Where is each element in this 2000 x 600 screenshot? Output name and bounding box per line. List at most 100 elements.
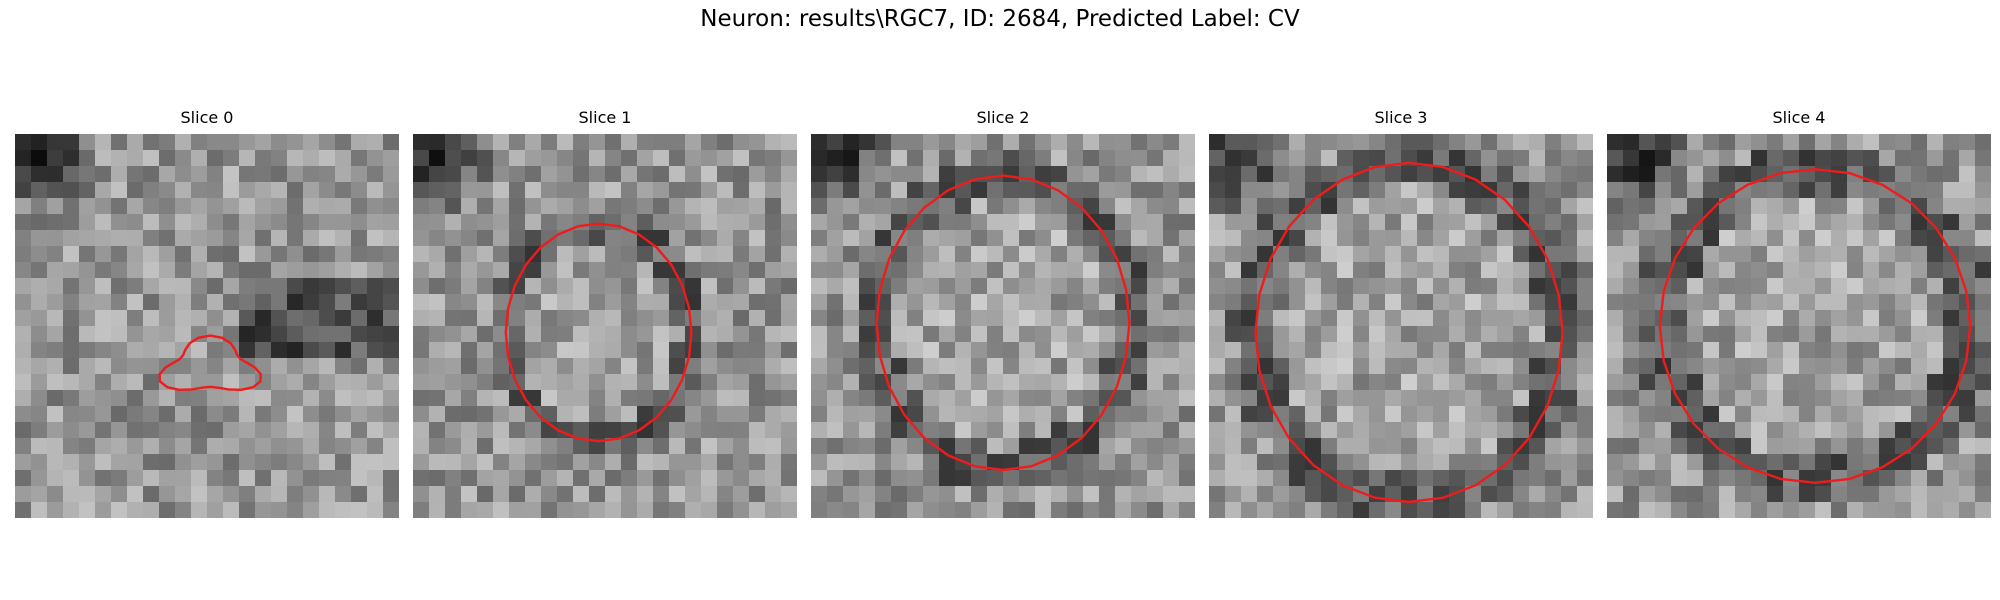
image-pixel xyxy=(1623,166,1640,183)
slice-title: Slice 2 xyxy=(976,108,1030,127)
image-pixel xyxy=(717,294,734,311)
image-pixel xyxy=(31,486,48,503)
image-pixel xyxy=(637,502,654,518)
image-pixel xyxy=(733,422,750,439)
image-pixel xyxy=(15,134,32,151)
image-pixel xyxy=(1385,294,1402,311)
image-pixel xyxy=(733,454,750,471)
image-pixel xyxy=(111,502,128,518)
image-pixel xyxy=(1147,454,1164,471)
image-pixel xyxy=(843,182,860,199)
image-pixel xyxy=(1529,422,1546,439)
image-pixel xyxy=(47,262,64,279)
image-pixel xyxy=(477,246,494,263)
image-pixel xyxy=(287,486,304,503)
image-pixel xyxy=(1273,278,1290,295)
image-pixel xyxy=(1067,390,1084,407)
image-pixel xyxy=(1305,390,1322,407)
image-pixel xyxy=(1305,134,1322,151)
image-pixel xyxy=(1529,390,1546,407)
image-pixel xyxy=(843,310,860,327)
image-pixel xyxy=(351,406,368,423)
image-pixel xyxy=(589,246,606,263)
image-pixel xyxy=(939,294,956,311)
image-pixel xyxy=(1289,486,1306,503)
image-pixel xyxy=(685,454,702,471)
image-pixel xyxy=(287,166,304,183)
image-pixel xyxy=(1911,390,1928,407)
image-pixel xyxy=(605,134,622,151)
image-pixel xyxy=(1799,374,1816,391)
image-pixel xyxy=(923,182,940,199)
image-pixel xyxy=(15,182,32,199)
image-pixel xyxy=(939,438,956,455)
image-pixel xyxy=(413,374,430,391)
image-pixel xyxy=(1783,406,1800,423)
image-pixel xyxy=(1051,246,1068,263)
image-pixel xyxy=(1671,310,1688,327)
image-pixel xyxy=(1639,310,1656,327)
image-pixel xyxy=(1751,502,1768,518)
image-pixel xyxy=(1639,406,1656,423)
image-pixel xyxy=(605,502,622,518)
image-pixel xyxy=(1497,246,1514,263)
image-pixel xyxy=(1879,262,1896,279)
image-pixel xyxy=(1783,294,1800,311)
image-pixel xyxy=(1623,262,1640,279)
image-pixel xyxy=(669,374,686,391)
image-pixel xyxy=(1767,294,1784,311)
image-pixel xyxy=(1019,294,1036,311)
image-pixel xyxy=(271,422,288,439)
image-pixel xyxy=(1163,134,1180,151)
image-pixel xyxy=(859,278,876,295)
image-pixel xyxy=(31,262,48,279)
image-pixel xyxy=(1719,214,1736,231)
image-pixel xyxy=(1481,150,1498,167)
image-pixel xyxy=(1577,134,1593,151)
image-pixel xyxy=(303,374,320,391)
image-pixel xyxy=(1353,198,1370,215)
image-pixel xyxy=(1815,230,1832,247)
image-pixel xyxy=(637,422,654,439)
image-pixel xyxy=(1623,454,1640,471)
image-pixel xyxy=(413,470,430,487)
image-pixel xyxy=(1401,230,1418,247)
image-pixel xyxy=(47,486,64,503)
image-pixel xyxy=(907,230,924,247)
image-pixel xyxy=(637,182,654,199)
image-pixel xyxy=(1671,326,1688,343)
image-pixel xyxy=(1975,422,1991,439)
image-pixel xyxy=(749,182,766,199)
image-pixel xyxy=(383,294,399,311)
image-pixel xyxy=(127,390,144,407)
image-pixel xyxy=(1703,470,1720,487)
image-pixel xyxy=(1321,326,1338,343)
image-pixel xyxy=(1879,230,1896,247)
image-pixel xyxy=(811,310,828,327)
image-pixel xyxy=(1401,166,1418,183)
image-pixel xyxy=(1225,278,1242,295)
image-pixel xyxy=(351,390,368,407)
image-pixel xyxy=(1321,166,1338,183)
image-pixel xyxy=(271,230,288,247)
image-pixel xyxy=(1051,422,1068,439)
image-pixel xyxy=(765,294,782,311)
image-pixel xyxy=(509,246,526,263)
image-pixel xyxy=(1639,198,1656,215)
image-pixel xyxy=(1751,470,1768,487)
image-pixel xyxy=(1975,214,1991,231)
image-pixel xyxy=(1655,230,1672,247)
image-pixel xyxy=(621,326,638,343)
image-pixel xyxy=(1179,230,1195,247)
image-pixel xyxy=(95,406,112,423)
image-pixel xyxy=(1639,278,1656,295)
image-pixel xyxy=(477,390,494,407)
image-pixel xyxy=(127,342,144,359)
image-pixel xyxy=(1465,214,1482,231)
image-pixel xyxy=(907,486,924,503)
image-pixel xyxy=(1719,182,1736,199)
image-pixel xyxy=(1831,230,1848,247)
image-pixel xyxy=(1975,294,1991,311)
image-pixel xyxy=(1529,342,1546,359)
image-pixel xyxy=(1209,182,1226,199)
